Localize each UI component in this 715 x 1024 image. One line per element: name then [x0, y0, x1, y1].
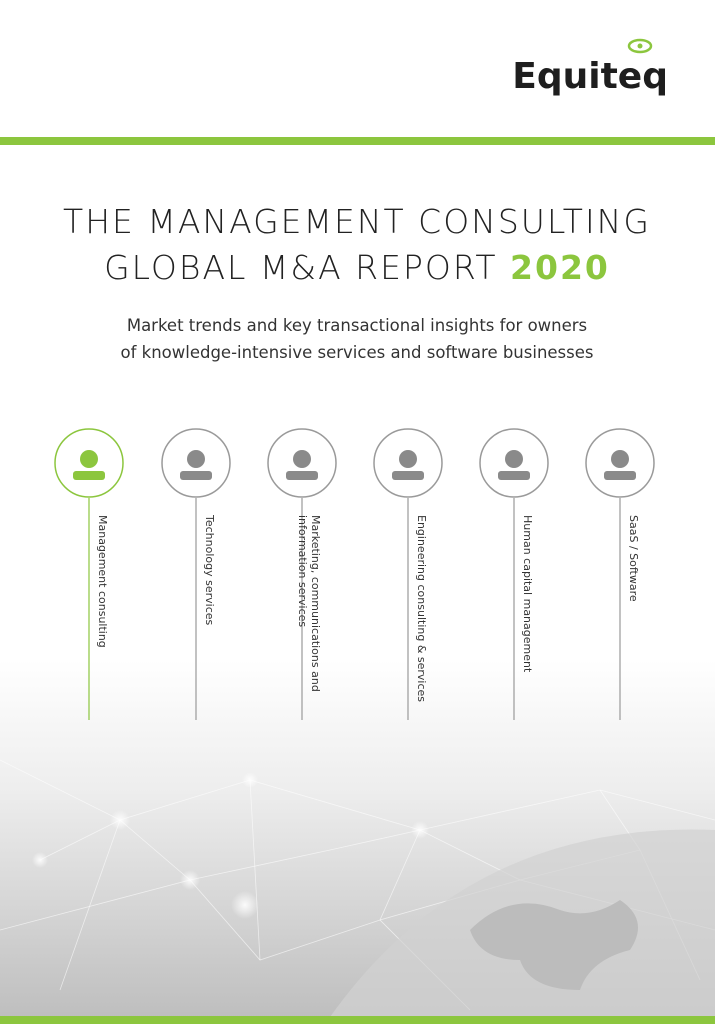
subtitle: Market trends and key transactional insi… [127, 316, 587, 335]
continent [470, 900, 638, 990]
subtitle: of knowledge-intensive services and soft… [121, 343, 594, 362]
icon-body [611, 450, 629, 468]
icon-body [187, 450, 205, 468]
title-text: GLOBAL M&A REPORT [104, 248, 497, 287]
icon-body [80, 450, 98, 468]
icon-body [399, 450, 417, 468]
icon-base [498, 471, 530, 480]
icon-base [73, 471, 105, 480]
title-line: THE MANAGEMENT CONSULTING [63, 202, 651, 241]
logo-text: Equiteq [512, 56, 668, 97]
icon-body [293, 450, 311, 468]
sector-label: Management consulting [96, 515, 109, 648]
sector-label: information services [296, 515, 309, 627]
sector-label: Human capital management [521, 515, 534, 673]
title-year: 2020 [510, 248, 610, 287]
icon-base [604, 471, 636, 480]
title-line: GLOBAL M&A REPORT 2020 [104, 248, 610, 287]
logo-eye [627, 38, 653, 54]
icon-base [180, 471, 212, 480]
icon-base [392, 471, 424, 480]
sector-label: Marketing, communications and [309, 515, 322, 692]
icon-body [505, 450, 523, 468]
sector-label: SaaS / Software [627, 515, 640, 602]
icon-base [286, 471, 318, 480]
sector-label: Technology services [203, 514, 216, 626]
logo-pupil [637, 43, 643, 49]
light-spots [32, 772, 429, 919]
sectors: Management consulting Technology services… [54, 428, 655, 720]
logo: Equiteq [512, 38, 668, 97]
sector-label: Engineering consulting & services [415, 515, 428, 702]
top-bar [0, 137, 715, 145]
bottom-bar [0, 1016, 715, 1024]
